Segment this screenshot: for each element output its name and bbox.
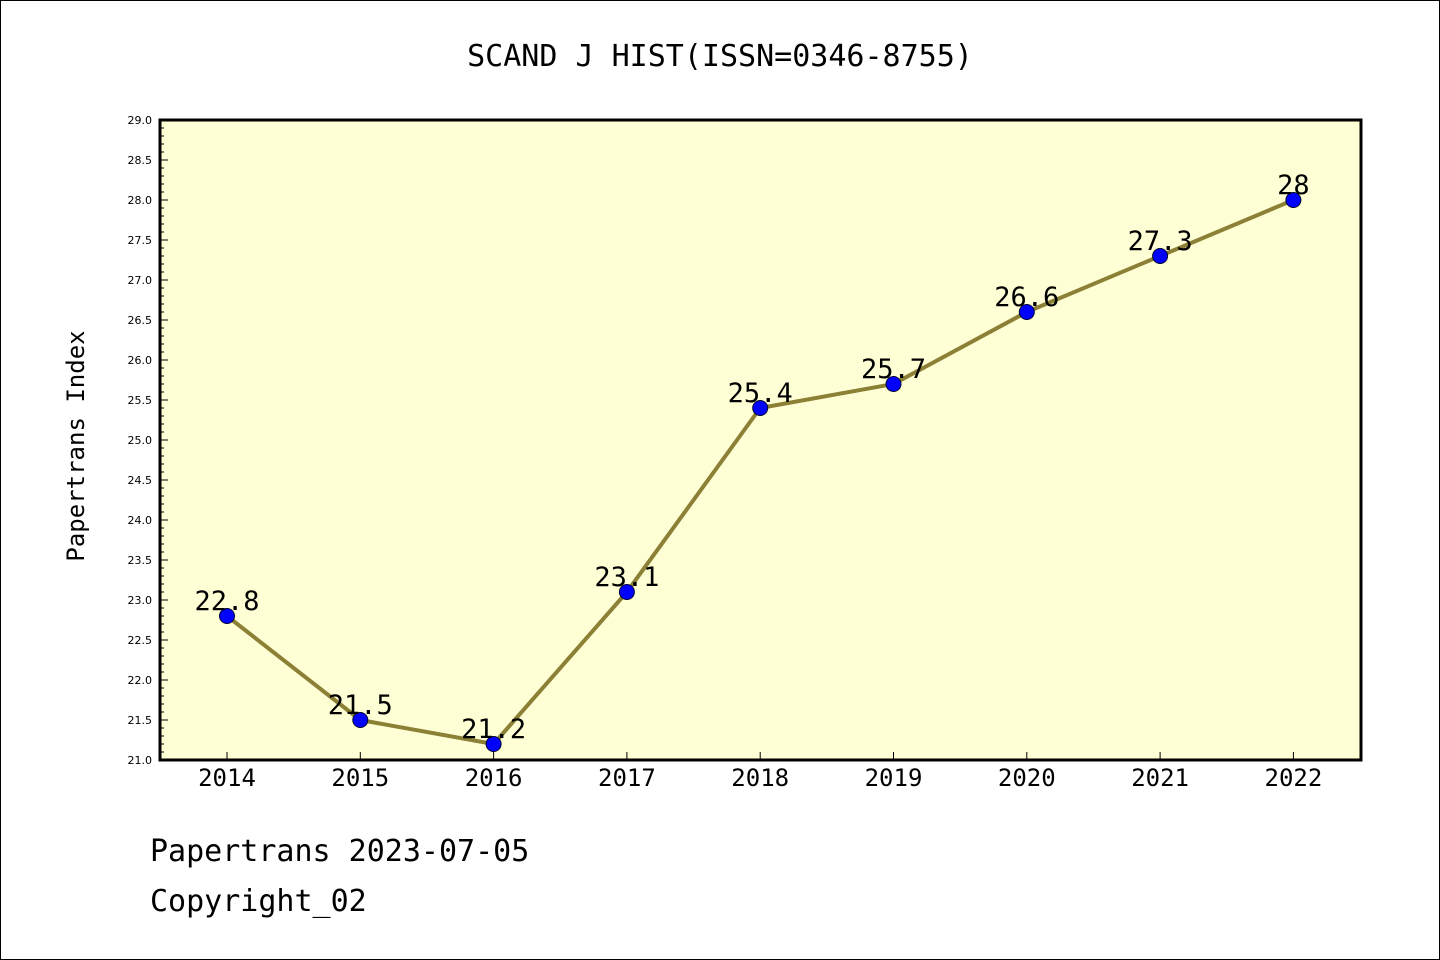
- data-label: 27.3: [1128, 226, 1193, 257]
- data-label: 21.5: [328, 690, 393, 721]
- y-tick-label: 21.0: [128, 754, 153, 767]
- y-tick-label: 24.0: [128, 514, 153, 527]
- data-label: 26.6: [994, 282, 1059, 313]
- y-tick-label: 28.0: [128, 194, 153, 207]
- y-tick-label: 25.0: [128, 434, 153, 447]
- footer-copyright: Copyright_02: [150, 884, 367, 919]
- x-tick-label: 2020: [998, 764, 1056, 792]
- x-tick-label: 2016: [465, 764, 523, 792]
- y-tick-label: 25.5: [128, 394, 153, 407]
- y-tick-label: 26.5: [128, 314, 153, 327]
- y-tick-label: 22.5: [128, 634, 153, 647]
- footer-date: Papertrans 2023-07-05: [150, 834, 530, 869]
- y-tick-label: 22.0: [128, 674, 153, 687]
- data-point: [618, 584, 635, 600]
- y-axis: 21.0 21.5 22.0 22.5 23.0 23.5 24.0 24.5 25.0 25.5…: [128, 114, 168, 767]
- data-point: [752, 400, 769, 416]
- data-label: 28: [1277, 170, 1310, 201]
- data-point: [485, 736, 502, 752]
- x-tick-label: 2019: [865, 764, 923, 792]
- chart-title: SCAND J HIST(ISSN=0346-8755): [467, 39, 973, 74]
- y-tick-label: 29.0: [128, 114, 153, 127]
- y-tick-label: 24.5: [128, 474, 153, 487]
- plot-area: [158, 118, 1363, 762]
- y-tick-label: 21.5: [128, 714, 153, 727]
- data-point: [1285, 192, 1302, 208]
- data-point: [1018, 304, 1035, 320]
- x-tick-label: 2018: [731, 764, 789, 792]
- data-label: 21.2: [461, 714, 526, 745]
- data-label: 23.1: [594, 562, 659, 593]
- x-tick-label: 2014: [198, 764, 256, 792]
- data-label: 25.4: [728, 378, 793, 409]
- x-tick-label: 2021: [1131, 764, 1189, 792]
- y-tick-label: 28.5: [128, 154, 153, 167]
- y-tick-label: 23.0: [128, 594, 153, 607]
- data-point: [352, 712, 369, 728]
- y-tick-label: 23.5: [128, 554, 153, 567]
- data-point: [219, 608, 235, 624]
- y-tick-label: 27.5: [128, 234, 153, 247]
- y-axis-label: Papertrans Index: [62, 330, 90, 561]
- x-tick-label: 2015: [331, 764, 389, 792]
- series-group: 22.8 21.5 21.2 23.1 25.4 25.7 26.6 27.3 28: [194, 170, 1310, 752]
- data-label: 22.8: [194, 586, 259, 617]
- data-point: [885, 376, 902, 392]
- y-tick-label: 27.0: [128, 274, 153, 287]
- data-point: [1152, 248, 1169, 264]
- x-tick-label: 2017: [598, 764, 656, 792]
- x-axis: 2014 2015 2016 2017 2018 2019 2020 2021 2022: [198, 752, 1322, 792]
- data-label: 25.7: [861, 354, 926, 385]
- y-tick-label: 26.0: [128, 354, 153, 367]
- x-tick-label: 2022: [1265, 764, 1323, 792]
